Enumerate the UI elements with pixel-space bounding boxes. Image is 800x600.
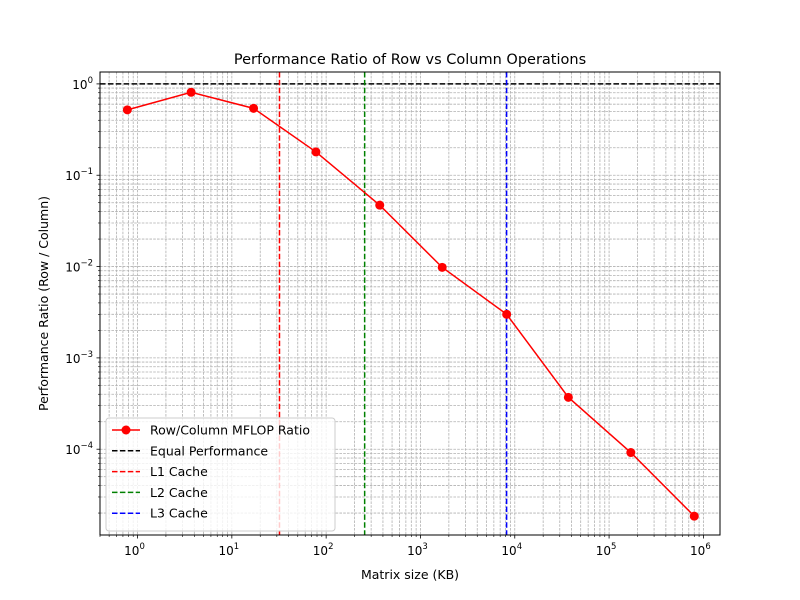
series-line <box>127 91 695 517</box>
legend-label: Equal Performance <box>150 443 268 458</box>
legend-label: L2 Cache <box>150 485 208 500</box>
series-layer <box>122 87 699 521</box>
legend-box <box>105 417 336 532</box>
x-tick-label: 105 <box>596 542 617 558</box>
y-tick-label: 10−4 <box>65 441 93 457</box>
legend-swatch-marker <box>121 425 131 435</box>
y-tick-label: 100 <box>72 76 93 92</box>
data-point <box>122 105 132 115</box>
data-point <box>186 87 196 97</box>
x-axis-label: Matrix size (KB) <box>361 567 459 582</box>
legend-label: L1 Cache <box>150 464 208 479</box>
reference-lines <box>100 72 720 535</box>
x-tick-label: 106 <box>690 542 711 558</box>
plot-frame <box>99 71 721 536</box>
y-axis-label: Performance Ratio (Row / Column) <box>36 196 51 411</box>
x-tick-label: 100 <box>124 542 145 558</box>
data-point <box>563 392 573 402</box>
legend: Row/Column MFLOP Ratio Equal Performance L… <box>105 417 336 532</box>
data-point <box>375 200 385 210</box>
data-point <box>437 262 447 272</box>
y-tick-label: 10−3 <box>65 350 93 366</box>
y-tick-label: 10−1 <box>65 167 93 183</box>
y-tick-label: 10−2 <box>65 259 93 275</box>
data-point <box>502 309 512 319</box>
legend-label: Row/Column MFLOP Ratio <box>150 423 310 438</box>
data-point <box>626 448 636 458</box>
x-tick-label: 101 <box>218 542 239 558</box>
x-tick-label: 102 <box>313 542 334 558</box>
data-point <box>311 147 321 157</box>
legend-label: L3 Cache <box>150 506 208 521</box>
axis-ticks: 100 101 102 103 104 105 106 10−4 10−3 10−2 10−1 100 <box>65 76 711 558</box>
data-point <box>249 103 259 113</box>
x-tick-label: 104 <box>501 542 522 558</box>
data-point <box>689 511 699 521</box>
chart-title: Performance Ratio of Row vs Column Opera… <box>234 52 586 68</box>
x-tick-label: 103 <box>407 542 428 558</box>
grid <box>99 72 720 535</box>
